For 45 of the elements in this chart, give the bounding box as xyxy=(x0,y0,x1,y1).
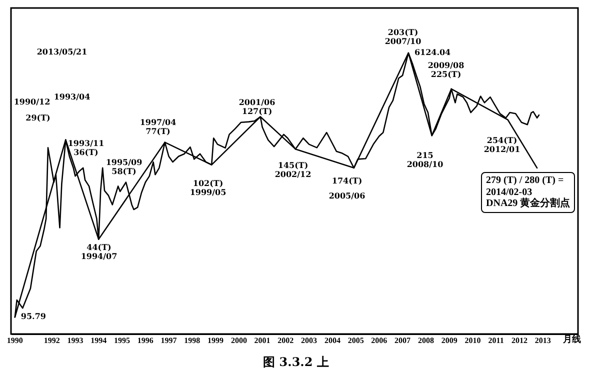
x-tick-label: 2005 xyxy=(348,336,364,345)
annotation: 102(T) 1999/05 xyxy=(190,178,226,198)
x-tick-label: 2007 xyxy=(394,336,411,345)
x-tick-label: 2001 xyxy=(254,336,270,345)
annotation: 1993/11 36(T) xyxy=(68,138,104,158)
annotation: 6124.04 xyxy=(414,46,452,57)
annotation: 2001/06 127(T) xyxy=(238,96,276,116)
x-tick-label: 2009 xyxy=(441,336,458,345)
annotation: 2009/08 225(T) xyxy=(428,60,464,80)
annotation: 1995/09 58(T) xyxy=(106,156,142,176)
annotation: 95.79 xyxy=(20,311,46,322)
x-tick-label: 1994 xyxy=(90,336,107,345)
x-tick-label: 2004 xyxy=(324,336,340,345)
text: 月线 xyxy=(563,334,581,346)
annotation: 174(T) xyxy=(332,175,362,186)
x-tick-label: 2011 xyxy=(488,336,504,345)
annotation: 1993/04 xyxy=(54,91,90,102)
x-tick-label: 2012 xyxy=(511,336,528,345)
x-tick-label: 1999 xyxy=(208,336,224,345)
annotation: 29(T) xyxy=(26,112,50,123)
x-tick-label: 1998 xyxy=(184,336,200,345)
x-tick-label: 2008 xyxy=(418,336,434,345)
x-tick-label: 2006 xyxy=(371,336,388,345)
text: 203(T) 2007/10 xyxy=(384,26,422,46)
x-tick-label: 2013 xyxy=(534,336,551,345)
x-tick-label: 1996 xyxy=(137,336,154,345)
x-tick-label: 2003 xyxy=(301,336,318,345)
x-tick-label: 1993 xyxy=(67,336,84,345)
annotation: 279 (T) / 280 (T) = 2014/02-03 DNA29 黄金分割点 xyxy=(481,172,576,212)
annotation: 254(T) 2012/01 xyxy=(484,134,520,154)
annotation: 2005/06 xyxy=(328,190,366,201)
annotation: 215 2008/10 xyxy=(406,150,444,170)
x-tick-label: 1995 xyxy=(114,336,130,345)
annotation: 1997/04 77(T) xyxy=(140,116,176,136)
x-tick-label: 1997 xyxy=(160,336,177,345)
annotation: 44(T) 1994/07 xyxy=(80,242,118,262)
x-tick-label: 2010 xyxy=(464,336,481,345)
annotation: 2013/05/21 xyxy=(36,46,88,57)
annotation: 1990/12 xyxy=(14,96,50,107)
x-tick-label: 2002 xyxy=(278,336,294,345)
x-tick-label: 1990 xyxy=(6,336,23,345)
x-tick-label: 2000 xyxy=(230,336,247,345)
x-tick-label: 1992 xyxy=(44,336,60,345)
annotation: 145(T) 2002/12 xyxy=(274,160,312,180)
caption: 图 3.3.2 上 xyxy=(263,355,329,370)
